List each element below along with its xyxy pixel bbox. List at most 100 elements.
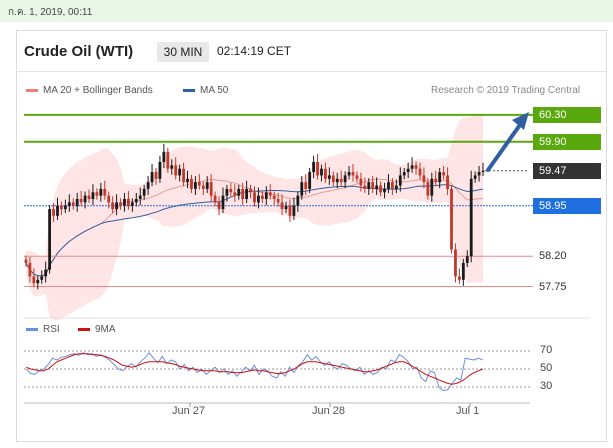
candle-body <box>40 276 44 280</box>
candle-body <box>193 182 197 189</box>
candle-body <box>182 168 185 183</box>
candle-body <box>272 195 276 199</box>
candle-body <box>166 151 170 169</box>
candle-body <box>268 192 272 196</box>
candle-body <box>339 178 343 183</box>
candle-body <box>371 182 375 189</box>
candle-body <box>150 172 154 183</box>
ma20-legend-swatch <box>26 89 38 92</box>
candle-body <box>430 178 434 196</box>
candle-body <box>71 202 75 206</box>
candle-body <box>107 195 111 203</box>
candle-body <box>63 205 67 210</box>
candle-body <box>327 175 331 179</box>
price-level-label: 58.20 <box>539 250 567 263</box>
candle-body <box>67 202 71 206</box>
candle-body <box>233 192 237 196</box>
candle-body <box>162 151 166 162</box>
candle-body <box>28 262 32 277</box>
candle-body <box>245 188 249 199</box>
rsi-level-label: 30 <box>540 380 553 392</box>
candle-body <box>99 188 103 196</box>
trend-arrow-head <box>512 112 529 130</box>
candle-body <box>312 161 316 173</box>
candle-body <box>320 168 323 176</box>
candle-body <box>335 178 339 183</box>
candle-body <box>111 202 115 210</box>
candle-body <box>288 205 292 216</box>
candle-body <box>351 172 355 176</box>
price-level-label: 59.90 <box>533 133 601 150</box>
candle-body <box>213 195 217 203</box>
ma50-legend-label: MA 50 <box>200 85 229 96</box>
candle-body <box>331 175 335 183</box>
candle-body <box>324 168 327 179</box>
candle-body <box>174 165 178 176</box>
bollinger-band <box>26 114 483 321</box>
candle-body <box>52 209 55 216</box>
candle-body <box>367 182 371 189</box>
candle-body <box>410 165 414 169</box>
candle-body <box>36 279 40 284</box>
candle-body <box>457 276 461 280</box>
price-level-label: 58.95 <box>533 197 601 214</box>
rsi-line <box>25 352 483 392</box>
candle-body <box>217 202 221 210</box>
candle-body <box>465 256 469 263</box>
candle-body <box>264 192 268 199</box>
candle-body <box>134 199 138 203</box>
candle-body <box>454 249 457 277</box>
candle-body <box>343 175 347 183</box>
candle-body <box>434 178 438 183</box>
date-time-stamp: ก.ค. 1, 2019, 00:11 <box>8 7 93 18</box>
rsi-level-label: 50 <box>540 362 553 374</box>
candle-body <box>201 185 205 189</box>
candle-body <box>103 188 107 196</box>
candle-body <box>32 276 36 284</box>
candle-body <box>402 172 406 176</box>
candle-body <box>300 182 304 196</box>
chart-title: Crude Oil (WTI) <box>24 43 134 60</box>
candle-body <box>138 195 142 199</box>
candle-body <box>186 178 189 183</box>
candle-body <box>60 205 63 210</box>
candle-body <box>24 259 28 263</box>
candle-body <box>253 192 256 203</box>
timeframe-badge[interactable]: 30 MIN <box>157 42 209 62</box>
candle-body <box>355 175 359 179</box>
candle-body <box>418 168 422 176</box>
candle-body <box>221 195 225 210</box>
rsi-legend-swatch <box>26 328 38 331</box>
candle-body <box>398 175 402 186</box>
candle-body <box>280 202 284 210</box>
candle-body <box>391 182 394 189</box>
candle-body <box>296 195 300 206</box>
candle-body <box>237 188 241 196</box>
candle-body <box>347 172 351 176</box>
candle-body <box>130 202 134 206</box>
candle-body <box>123 199 126 206</box>
candle-body <box>406 168 410 173</box>
candle-body <box>75 199 79 206</box>
candle-body <box>414 165 418 169</box>
price-level-label: 60.30 <box>533 106 601 123</box>
candle-body <box>438 172 442 183</box>
candle-body <box>316 161 319 176</box>
ma50-legend-swatch <box>183 89 195 92</box>
candle-body <box>276 199 280 203</box>
candle-body <box>304 182 308 189</box>
candle-body <box>446 175 449 189</box>
candle-body <box>79 199 83 203</box>
candle-body <box>83 195 87 203</box>
research-credit: Research © 2019 Trading Central <box>431 85 581 96</box>
candle-body <box>260 195 264 199</box>
candle-body <box>257 195 260 203</box>
ma9-legend-swatch <box>78 328 90 331</box>
trend-arrow <box>486 120 524 172</box>
candle-body <box>387 182 390 189</box>
candle-body <box>241 188 245 199</box>
candle-body <box>95 192 99 196</box>
candle-body <box>87 195 91 199</box>
x-tick-label: Jul 1 <box>456 405 480 417</box>
